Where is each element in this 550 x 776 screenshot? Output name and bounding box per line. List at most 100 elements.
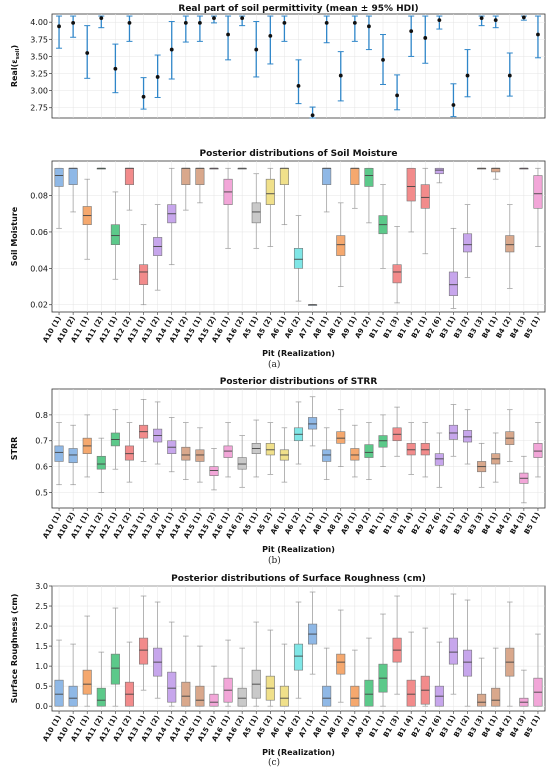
box (195, 167, 205, 185)
y-tick-label: 0.02 (30, 301, 48, 310)
y-axis-label-4: Surface Roughness (cm) (10, 594, 19, 704)
mean-point (85, 51, 90, 55)
mean-point (212, 16, 216, 21)
mean-point (367, 24, 371, 29)
box (364, 679, 374, 707)
box (406, 443, 416, 456)
box (54, 445, 64, 462)
box (110, 224, 120, 245)
mean-point (226, 32, 230, 37)
box (420, 184, 430, 209)
box (293, 248, 304, 269)
box (463, 430, 473, 443)
box (336, 653, 346, 675)
box (350, 685, 360, 707)
mean-point (71, 20, 76, 25)
mean-point (183, 20, 188, 25)
box (181, 446, 191, 461)
mean-point (198, 20, 202, 25)
box (279, 685, 289, 707)
y-tick-label: 2.75 (30, 104, 48, 113)
y-tick-label: 1.0 (35, 662, 48, 671)
y-tick-label: 3.00 (30, 87, 48, 96)
box (181, 681, 191, 707)
mean-point (99, 16, 104, 21)
box (491, 687, 501, 707)
y-tick-label: 3.75 (30, 35, 48, 44)
box (96, 455, 106, 470)
mean-point (169, 47, 174, 52)
box (195, 449, 205, 462)
box (68, 167, 78, 185)
mean-point (479, 16, 484, 21)
box (477, 693, 487, 707)
y-tick-label: 2.0 (35, 622, 48, 631)
box (167, 671, 177, 703)
y-tick-label: 3.25 (30, 70, 48, 79)
mean-point (324, 20, 329, 25)
box (406, 679, 416, 707)
box (54, 167, 64, 187)
box (420, 443, 430, 456)
box (308, 417, 318, 430)
box (336, 235, 346, 256)
box (209, 466, 219, 476)
box (350, 167, 360, 185)
mean-point (465, 73, 470, 78)
y-axis-label-1: Real(εsoil) (10, 45, 21, 87)
mean-point (536, 32, 540, 37)
mean-point (127, 20, 132, 25)
box (237, 687, 247, 707)
mean-point (381, 57, 385, 62)
box (293, 643, 304, 671)
box (265, 178, 275, 205)
box (110, 653, 120, 685)
y-tick-label: 1.5 (35, 642, 48, 651)
y-axis-label-2: Soil Moisture (10, 206, 19, 266)
mean-point (409, 29, 414, 34)
y-tick-label: 3.0 (35, 582, 48, 591)
box (223, 445, 233, 458)
box (82, 669, 92, 695)
box (237, 457, 247, 470)
mean-point (141, 94, 146, 99)
mean-point (296, 83, 301, 88)
box (364, 167, 374, 187)
box (463, 649, 473, 677)
chart-title-4: Posterior distributions of Surface Rough… (171, 574, 426, 584)
mean-point (268, 33, 273, 38)
box (279, 167, 289, 185)
box (124, 167, 134, 185)
box (265, 443, 275, 456)
box (322, 449, 332, 462)
x-axis-label-4: Pit (Realization) (262, 748, 335, 757)
y-tick-label: 0.06 (30, 228, 48, 237)
mean-point (310, 113, 315, 118)
box (491, 167, 501, 173)
y-tick-label: 3.50 (30, 52, 48, 61)
y-tick-label: 4.00 (30, 18, 48, 27)
mean-point (240, 16, 245, 21)
y-axis-label-3: STRR (10, 437, 19, 461)
box (350, 448, 360, 461)
box (68, 685, 78, 707)
mean-point (282, 20, 287, 25)
box (251, 202, 261, 224)
box (139, 264, 149, 286)
x-axis-label-3: Pit (Realization) (262, 545, 335, 554)
box (448, 271, 458, 296)
box (463, 233, 473, 253)
y-tick-label: 0.8 (35, 411, 48, 420)
x-axis-label-2: Pit (Realization) (262, 349, 335, 358)
chart-title-1: Real part of soil permittivity (mean ± 9… (178, 4, 418, 14)
mean-point (507, 73, 512, 78)
y-tick-label: 0.0 (35, 702, 48, 711)
y-tick-label: 0.04 (30, 264, 48, 273)
mean-point (254, 47, 259, 52)
mean-point (521, 15, 526, 20)
mean-point (57, 24, 61, 29)
box (195, 685, 205, 707)
box (392, 264, 402, 284)
mean-point (352, 20, 357, 25)
